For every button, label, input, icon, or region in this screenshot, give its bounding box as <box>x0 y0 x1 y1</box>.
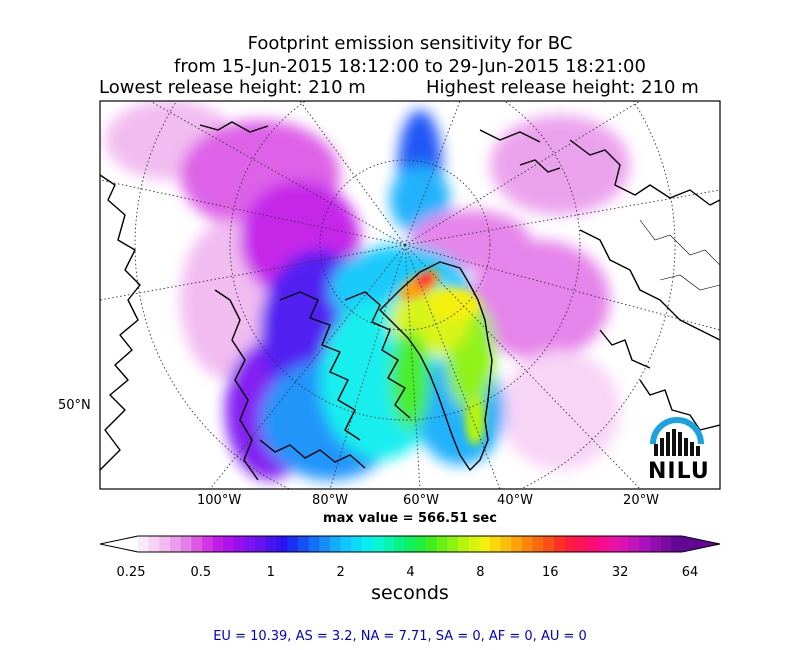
colorbar-swatch <box>447 536 459 552</box>
colorbar-swatch <box>394 536 406 552</box>
chart-subtitle-dates: from 15-Jun-2015 18:12:00 to 29-Jun-2015… <box>174 56 646 77</box>
colorbar-swatch <box>383 536 395 552</box>
nilu-logo-text: NILU <box>648 459 710 484</box>
lon-tick-label: 20°W <box>623 493 659 508</box>
colorbar-tick-label: 4 <box>406 565 415 580</box>
colorbar-tick-label: 0.5 <box>190 565 212 580</box>
colorbar-swatch <box>266 536 278 552</box>
nilu-logo-icon <box>650 417 704 456</box>
colorbar-swatch <box>255 536 267 552</box>
colorbar-swatch <box>148 536 160 552</box>
colorbar-swatch <box>458 536 470 552</box>
colorbar-swatch <box>671 536 683 552</box>
colorbar-tick-label: 16 <box>541 565 559 580</box>
lon-tick-label: 40°W <box>497 493 533 508</box>
lon-tick-label: 80°W <box>312 493 348 508</box>
colorbar-swatch <box>202 536 214 552</box>
colorbar-swatch <box>639 536 651 552</box>
sensitivity-field <box>100 101 720 489</box>
colorbar-swatch <box>426 536 438 552</box>
colorbar-swatch <box>618 536 630 552</box>
lon-tick-label: 60°W <box>403 493 439 508</box>
max-value-label: max value = 566.51 sec <box>323 511 497 526</box>
colorbar-swatch <box>234 536 246 552</box>
colorbar-swatch <box>223 536 235 552</box>
colorbar-extend-high <box>682 536 720 552</box>
colorbar-swatch <box>554 536 566 552</box>
colorbar-swatch <box>372 536 384 552</box>
colorbar-swatch <box>575 536 587 552</box>
coastlines <box>100 121 720 481</box>
colorbar-swatch <box>362 536 374 552</box>
colorbar-swatch <box>436 536 448 552</box>
colorbar-swatch <box>490 536 502 552</box>
colorbar <box>99 535 721 553</box>
colorbar-tick-label: 0.25 <box>116 565 146 580</box>
colorbar-tick-label: 2 <box>336 565 345 580</box>
colorbar-tick-label: 32 <box>611 565 629 580</box>
colorbar-swatch <box>660 536 672 552</box>
colorbar-swatch <box>330 536 342 552</box>
colorbar-swatch <box>170 536 182 552</box>
colorbar-swatch <box>180 536 192 552</box>
lowest-release-height: Lowest release height: 210 m <box>99 77 366 98</box>
colorbar-swatch <box>586 536 598 552</box>
colorbar-swatch <box>511 536 523 552</box>
colorbar-swatch <box>159 536 171 552</box>
colorbar-swatch <box>298 536 310 552</box>
colorbar-swatch <box>564 536 576 552</box>
colorbar-tick-label: 1 <box>266 565 275 580</box>
colorbar-swatch <box>596 536 608 552</box>
region-totals-footer: EU = 10.39, AS = 3.2, NA = 7.71, SA = 0,… <box>213 629 587 644</box>
colorbar-swatch <box>276 536 288 552</box>
colorbar-swatch <box>191 536 203 552</box>
colorbar-swatch <box>138 536 150 552</box>
colorbar-swatch <box>543 536 555 552</box>
country-borders <box>639 219 720 291</box>
map-frame <box>99 100 721 490</box>
colorbar-swatch <box>351 536 363 552</box>
colorbar-swatch <box>404 536 416 552</box>
colorbar-swatch <box>500 536 512 552</box>
colorbar-swatch <box>607 536 619 552</box>
colorbar-tick-label: 64 <box>681 565 699 580</box>
colorbar-swatch <box>287 536 299 552</box>
colorbar-swatch <box>468 536 480 552</box>
colorbar-extend-low <box>100 536 138 552</box>
graticule <box>100 101 720 489</box>
colorbar-swatch <box>319 536 331 552</box>
colorbar-swatch <box>650 536 662 552</box>
colorbar-swatch <box>340 536 352 552</box>
colorbar-unit-label: seconds <box>371 582 449 604</box>
colorbar-swatch <box>479 536 491 552</box>
lat-tick-label: 50°N <box>58 398 91 413</box>
colorbar-swatch <box>415 536 427 552</box>
colorbar-swatch <box>628 536 640 552</box>
colorbar-swatch <box>532 536 544 552</box>
chart-title: Footprint emission sensitivity for BC <box>247 33 573 54</box>
colorbar-swatch <box>308 536 320 552</box>
highest-release-height: Highest release height: 210 m <box>426 77 699 98</box>
colorbar-swatch <box>522 536 534 552</box>
lon-tick-label: 100°W <box>197 493 242 508</box>
colorbar-outline <box>99 535 721 553</box>
colorbar-tick-label: 8 <box>476 565 485 580</box>
colorbar-swatch <box>212 536 224 552</box>
colorbar-swatch <box>244 536 256 552</box>
